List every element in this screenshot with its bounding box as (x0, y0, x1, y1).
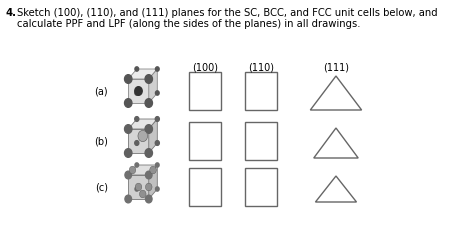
Polygon shape (128, 70, 157, 80)
Circle shape (145, 75, 153, 84)
Circle shape (155, 187, 159, 191)
Circle shape (150, 167, 156, 174)
Circle shape (139, 190, 146, 198)
Circle shape (135, 91, 138, 96)
Text: (111): (111) (323, 62, 349, 72)
Circle shape (146, 195, 152, 203)
Circle shape (146, 171, 152, 179)
Text: (a): (a) (94, 87, 108, 97)
Circle shape (129, 167, 136, 174)
Circle shape (155, 163, 159, 167)
Text: (b): (b) (94, 137, 108, 146)
Circle shape (135, 183, 142, 191)
Circle shape (155, 117, 159, 122)
Circle shape (135, 87, 142, 96)
Bar (128, 175, 149, 199)
Circle shape (125, 99, 132, 108)
Bar (245, 122, 277, 160)
Text: calculate PPF and LPF (along the sides of the planes) in all drawings.: calculate PPF and LPF (along the sides o… (17, 19, 361, 29)
Bar (245, 168, 277, 206)
Circle shape (135, 117, 139, 122)
Bar (128, 80, 149, 103)
Circle shape (135, 141, 139, 146)
Circle shape (155, 141, 159, 146)
Bar (189, 73, 221, 110)
Circle shape (135, 187, 138, 191)
Circle shape (145, 125, 153, 134)
Text: (110): (110) (248, 62, 274, 72)
Circle shape (135, 67, 138, 72)
Text: Sketch (100), (110), and (111) planes for the SC, BCC, and FCC unit cells below,: Sketch (100), (110), and (111) planes fo… (17, 8, 438, 18)
Polygon shape (149, 119, 157, 153)
Circle shape (125, 171, 131, 179)
Circle shape (135, 163, 138, 167)
Polygon shape (149, 70, 157, 103)
Circle shape (145, 99, 153, 108)
Polygon shape (149, 165, 157, 199)
Circle shape (125, 75, 132, 84)
Bar (189, 168, 221, 206)
Bar (189, 122, 221, 160)
Circle shape (125, 149, 132, 158)
Circle shape (155, 67, 159, 72)
Circle shape (146, 183, 152, 191)
Text: (c): (c) (95, 182, 108, 192)
Circle shape (125, 195, 131, 203)
Text: 4.: 4. (6, 8, 17, 18)
Circle shape (138, 131, 147, 142)
Circle shape (155, 91, 159, 96)
Polygon shape (128, 165, 157, 175)
Polygon shape (128, 119, 157, 129)
Bar (128, 129, 149, 153)
Bar (245, 73, 277, 110)
Text: (100): (100) (192, 62, 218, 72)
Circle shape (145, 149, 153, 158)
Circle shape (125, 125, 132, 134)
